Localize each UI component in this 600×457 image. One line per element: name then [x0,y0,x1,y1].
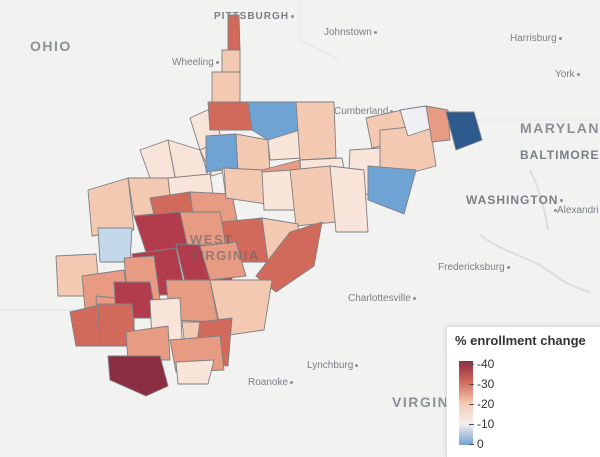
county-mason[interactable] [97,227,133,263]
legend-title: % enrollment change [455,333,586,348]
road-line [299,0,341,61]
county-layer [55,14,483,397]
county-jefferson-east[interactable] [445,111,483,151]
color-legend: % enrollment change -40 -30 -20 -10 0 [446,326,600,457]
county-berkeley[interactable] [425,105,451,143]
label-alexandria: Alexandri [552,205,599,216]
label-washington: WASHINGTON [466,193,564,207]
legend-tick: 0 [469,437,484,451]
label-roanoke: Roanoke [248,377,294,388]
county-mcdowell[interactable] [107,355,169,397]
label-johnstown: Johnstown [324,27,377,38]
county-monroe-south[interactable] [175,359,215,385]
county-doddridge[interactable] [205,133,239,173]
label-cumberland: Cumberland [334,106,394,117]
legend-tick: -40 [468,357,495,371]
county-jackson[interactable] [87,177,135,237]
legend-tick: -20 [468,397,495,411]
label-ohio: OHIO [30,38,72,54]
county-brooke[interactable] [221,49,241,73]
label-baltimore: BALTIMORE [520,148,600,162]
county-lewis[interactable] [223,167,267,205]
label-lynchburg: Lynchburg [307,360,359,371]
county-harrison[interactable] [235,133,271,173]
label-maryland: MARYLAND [520,120,600,136]
county-nicholas[interactable] [199,241,247,281]
county-jefferson[interactable] [367,165,417,215]
county-pendleton[interactable] [329,165,369,233]
legend-tick: -10 [468,417,495,431]
county-ohio[interactable] [211,71,241,103]
county-monongalia[interactable] [207,101,253,131]
label-pittsburgh: PITTSBURGH [214,11,294,22]
river-potomac [479,234,591,293]
county-pocahontas[interactable] [255,221,323,293]
county-tucker[interactable] [295,101,337,161]
legend-tick: -30 [468,377,495,391]
river-bay [529,169,549,231]
label-west-virginia: WEST VIRGINIA [190,232,260,263]
label-wheeling: Wheeling [172,57,219,68]
label-harrisburg: Harrisburg [510,33,562,44]
county-randolph[interactable] [289,165,337,227]
county-wyoming[interactable] [125,325,171,361]
legend-color-bar [459,361,473,445]
label-york: York [555,69,580,80]
label-charlottesville: Charlottesville [348,293,416,304]
label-fredericksburg: Fredericksburg [438,262,510,273]
